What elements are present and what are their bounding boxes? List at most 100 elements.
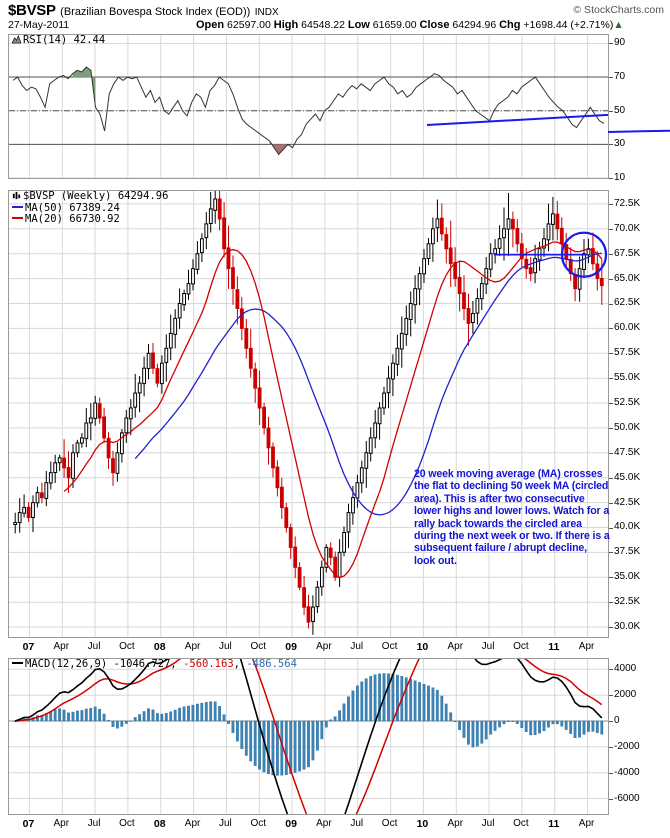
x-axis-tick-label: Apr bbox=[578, 818, 595, 829]
y-axis-tick bbox=[609, 77, 613, 79]
y-axis-tick-label: 50.0K bbox=[614, 421, 641, 433]
x-axis-tick-label: Oct bbox=[250, 641, 267, 652]
y-axis-tick bbox=[609, 477, 613, 479]
ohlc-summary: Open 62597.00 High 64548.22 Low 61659.00… bbox=[196, 19, 624, 31]
chart-annotation-text: 20 week moving average (MA) crosses the … bbox=[414, 468, 610, 567]
y-axis-tick-label: 90 bbox=[614, 37, 626, 49]
x-axis-tick-label: Oct bbox=[119, 818, 135, 829]
chg-value: +1698.44 (+2.71%) bbox=[523, 19, 614, 31]
x-axis-bottom: 07 Apr Jul Oct 08 Apr Jul Oct 09 Apr Jul Oct 10 Apr Ju… bbox=[8, 817, 609, 831]
y-axis-tick bbox=[609, 203, 613, 205]
x-axis-tick-label: 09 bbox=[285, 818, 297, 830]
y-axis-tick-label: 50 bbox=[614, 104, 626, 116]
x-axis-tick-label: 11 bbox=[548, 818, 560, 830]
macd-hist-value: -486.564 bbox=[246, 658, 297, 670]
low-value: 61659.00 bbox=[372, 19, 417, 31]
y-axis-tick-label: 37.5K bbox=[614, 546, 641, 558]
y-axis-tick-label: 42.5K bbox=[614, 496, 641, 508]
quote-date: 27-May-2011 bbox=[8, 19, 70, 31]
y-axis-tick-label: 45.0K bbox=[614, 471, 641, 483]
y-axis-tick bbox=[609, 228, 613, 230]
x-axis-tick-label: Oct bbox=[513, 818, 529, 829]
change-up-arrow-icon: ▲ bbox=[613, 19, 624, 31]
x-axis-tick-label: Jul bbox=[219, 641, 232, 652]
y-axis-tick bbox=[609, 43, 613, 45]
x-axis-tick-label: Oct bbox=[119, 641, 135, 652]
macd-legend-name: MACD(12,26,9) bbox=[25, 658, 108, 670]
y-axis-tick bbox=[609, 110, 613, 112]
rsi-legend: RSI(14) 42.44 bbox=[12, 34, 106, 47]
y-axis-tick-label: 55.0K bbox=[614, 372, 641, 384]
mountain-icon bbox=[12, 35, 21, 44]
price-panel bbox=[8, 190, 609, 638]
x-axis-tick-label: Oct bbox=[381, 818, 398, 829]
x-axis-tick-label: Apr bbox=[316, 641, 332, 652]
rsi-plot bbox=[9, 35, 608, 178]
macd-legend-value: -1046.727 bbox=[113, 658, 171, 670]
stockcharts-watermark: © StockCharts.com bbox=[573, 4, 664, 16]
open-value: 62597.00 bbox=[227, 19, 271, 31]
x-axis-tick-label: 11 bbox=[548, 641, 560, 653]
x-axis-tick-label: Jul bbox=[350, 818, 364, 829]
y-axis-tick bbox=[609, 178, 613, 179]
close-value: 64294.96 bbox=[452, 19, 497, 31]
y-axis-tick-label: 62.5K bbox=[614, 297, 641, 309]
x-axis-tick-label: Jul bbox=[350, 641, 364, 652]
x-axis-tick-label: Jul bbox=[87, 641, 101, 652]
y-axis-tick-label: 70 bbox=[614, 71, 626, 83]
symbol-line: $BVSP (Brazilian Bovespa Stock Index (EO… bbox=[8, 2, 279, 20]
y-axis-tick bbox=[609, 253, 613, 255]
x-axis-top: 07 Apr Jul Oct 08 Apr Jul Oct 09 Apr Jul Oct 10 Apr Ju… bbox=[8, 640, 609, 654]
low-label: Low bbox=[347, 19, 370, 31]
y-axis-tick-label: -6000 bbox=[614, 792, 640, 804]
x-axis-tick-label: Apr bbox=[447, 641, 464, 652]
y-axis-tick bbox=[609, 452, 613, 454]
y-axis-tick-label: 30 bbox=[614, 138, 626, 150]
y-axis-tick bbox=[609, 303, 613, 305]
macd-plot bbox=[9, 659, 608, 814]
x-axis-tick-label: Oct bbox=[250, 818, 267, 829]
y-axis-tick-label: -4000 bbox=[614, 766, 640, 778]
y-axis-tick-label: 4000 bbox=[614, 663, 637, 675]
x-axis-tick-label: Apr bbox=[316, 818, 332, 829]
macd-signal-value: -560.163 bbox=[183, 658, 234, 670]
chg-label: Chg bbox=[499, 19, 521, 31]
y-axis-tick-label: 60.0K bbox=[614, 322, 641, 334]
candlestick-icon bbox=[12, 191, 21, 200]
x-axis-tick-label: 09 bbox=[285, 641, 297, 653]
symbol-ticker: $BVSP bbox=[8, 2, 56, 19]
rsi-legend-text: RSI(14) 42.44 bbox=[23, 34, 106, 46]
x-axis-tick-label: Apr bbox=[184, 641, 201, 652]
y-axis-tick-label: 2000 bbox=[614, 689, 637, 701]
x-axis-tick-label: Jul bbox=[481, 818, 495, 829]
macd-panel bbox=[8, 658, 609, 815]
ma20-legend-text: MA(20) 66730.92 bbox=[25, 213, 120, 225]
y-axis-tick-label: 35.0K bbox=[614, 571, 641, 583]
x-axis-tick-label: 08 bbox=[153, 818, 166, 830]
y-axis-tick bbox=[609, 669, 613, 671]
y-axis-tick bbox=[609, 378, 613, 380]
y-axis-tick bbox=[609, 695, 613, 697]
y-axis-tick bbox=[609, 427, 613, 429]
price-legend-text: $BVSP (Weekly) 64294.96 bbox=[23, 190, 169, 202]
y-axis-tick bbox=[609, 403, 613, 404]
high-value: 64548.22 bbox=[301, 19, 345, 31]
symbol-description: (Brazilian Bovespa Stock Index (EOD)) bbox=[60, 6, 251, 18]
ma20-color-swatch bbox=[12, 217, 23, 219]
x-axis-tick-label: Apr bbox=[447, 818, 464, 829]
x-axis-tick-label: 07 bbox=[22, 641, 35, 653]
chart-header: $BVSP (Brazilian Bovespa Stock Index (EO… bbox=[0, 0, 670, 34]
symbol-exchange: INDX bbox=[254, 7, 279, 18]
y-axis-tick-label: 32.5K bbox=[614, 596, 641, 608]
y-axis-tick-label: 10 bbox=[614, 172, 626, 183]
y-axis-tick bbox=[609, 721, 613, 722]
y-axis-tick bbox=[609, 278, 613, 280]
price-plot bbox=[9, 191, 608, 637]
y-axis-tick bbox=[609, 552, 613, 554]
x-axis-tick-label: Oct bbox=[513, 641, 529, 652]
y-axis-tick-label: 57.5K bbox=[614, 347, 641, 359]
y-axis-tick bbox=[609, 502, 613, 504]
x-axis-tick-label: Apr bbox=[53, 641, 70, 652]
x-axis-tick-label: Apr bbox=[578, 641, 595, 652]
